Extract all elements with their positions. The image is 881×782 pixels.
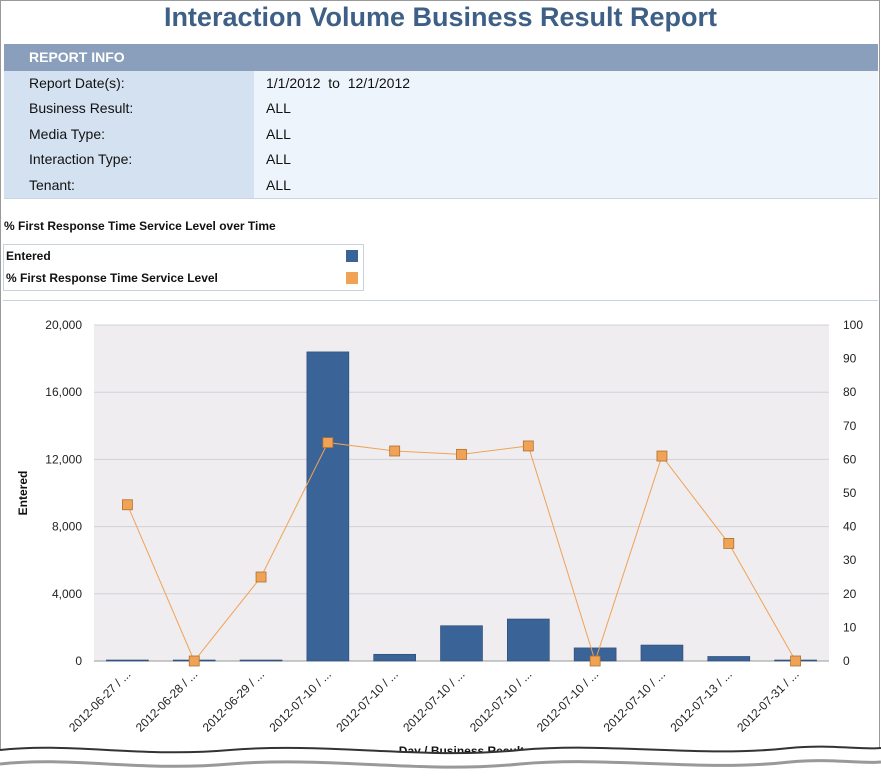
point-service-level (522, 440, 534, 452)
legend-item-entered: Entered (4, 245, 363, 267)
y-right-tick-label: 10 (843, 620, 857, 634)
x-tick-label: 2012-07-10 / ... (534, 667, 601, 734)
bar-entered (707, 656, 751, 662)
report-info-panel: REPORT INFO Report Date(s): 1/1/2012 to … (4, 44, 878, 199)
bar-entered (640, 644, 684, 662)
y-right-tick-label: 90 (843, 352, 857, 366)
info-row-media-type: Media Type: ALL (4, 121, 878, 148)
y-right-tick-label: 60 (843, 452, 857, 466)
x-tick-label: 2012-07-10 / ... (400, 667, 467, 734)
combo-chart: 0 4,000 8,000 12,000 16,000 20,000 0 10 20 30 40 50… (16, 318, 863, 758)
plot-area (94, 325, 829, 661)
y-right-tick-label: 70 (843, 419, 857, 433)
x-tick-label: 2012-06-27 / ... (66, 667, 133, 734)
bar-entered (373, 653, 416, 662)
info-label: Business Result: (4, 96, 254, 122)
x-tick-label: 2012-07-10 / ... (267, 667, 334, 734)
bar-entered (106, 659, 149, 662)
y-right-tick-label: 0 (843, 654, 850, 668)
report-title: Interaction Volume Business Result Repor… (163, 2, 718, 32)
x-tick-label: 2012-07-10 / ... (333, 667, 400, 734)
y-tick-label: 0 (75, 654, 82, 668)
y-tick-label: 4,000 (52, 587, 82, 601)
info-value: ALL (254, 147, 878, 173)
y-tick-label: 20,000 (45, 318, 82, 332)
y-right-tick-label: 40 (843, 520, 857, 534)
info-label: Interaction Type: (4, 147, 254, 173)
info-divider (4, 197, 878, 199)
legend-swatch-entered (346, 250, 358, 262)
x-tick-label: 2012-07-31 / ... (734, 667, 801, 734)
point-service-level (656, 450, 668, 462)
info-value: ALL (254, 96, 878, 122)
point-service-level (389, 445, 401, 457)
y-axis-title: Entered (16, 471, 30, 516)
info-value: 1/1/2012 to 12/1/2012 (254, 71, 878, 97)
legend-label: % First Response Time Service Level (6, 271, 218, 285)
chart-title: % First Response Time Service Level over… (4, 219, 276, 233)
chart-legend: Entered % First Response Time Service Le… (3, 244, 364, 291)
bar-entered (239, 659, 283, 662)
point-service-level (456, 448, 467, 460)
point-service-level (255, 571, 267, 583)
legend-item-service-level: % First Response Time Service Level (4, 267, 363, 289)
info-label: Media Type: (4, 121, 254, 148)
y-right-tick-label: 80 (843, 385, 857, 399)
x-tick-label: 2012-07-10 / ... (467, 667, 534, 734)
info-label: Report Date(s): (4, 71, 254, 97)
info-row-tenant: Tenant: ALL (4, 172, 878, 198)
info-value: ALL (254, 172, 878, 198)
bar-entered (507, 618, 550, 662)
bar-entered (440, 625, 483, 662)
torn-edge (0, 745, 881, 782)
y-right-tick-label: 100 (843, 318, 863, 332)
point-service-level (122, 499, 133, 511)
point-service-level (723, 537, 735, 549)
info-row-business-result: Business Result: ALL (4, 96, 878, 122)
y-tick-label: 12,000 (45, 452, 82, 466)
y-right-tick-label: 30 (843, 553, 857, 567)
info-value: ALL (254, 121, 878, 148)
point-service-level (790, 655, 801, 667)
bar-entered (306, 351, 350, 662)
info-row-interaction-type: Interaction Type: ALL (4, 147, 878, 173)
y-tick-label: 8,000 (52, 520, 82, 534)
y-right-tick-label: 20 (843, 587, 857, 601)
info-row-report-dates: Report Date(s): 1/1/2012 to 12/1/2012 (4, 71, 878, 97)
x-tick-label: 2012-06-29 / ... (200, 667, 267, 734)
point-service-level (322, 437, 334, 449)
legend-swatch-service-level (346, 272, 358, 284)
y-tick-label: 16,000 (45, 385, 82, 399)
legend-label: Entered (6, 249, 51, 263)
x-tick-label: 2012-07-10 / ... (601, 667, 668, 734)
x-tick-label: 2012-07-13 / ... (667, 667, 734, 734)
report-info-header: REPORT INFO (4, 44, 878, 71)
chart-container: 0 4,000 8,000 12,000 16,000 20,000 0 10 20 30 40 50… (3, 300, 878, 761)
point-service-level (188, 655, 200, 667)
x-tick-label: 2012-06-28 / ... (133, 667, 200, 734)
info-label: Tenant: (4, 172, 254, 198)
point-service-level (589, 655, 601, 667)
y-right-tick-label: 50 (843, 486, 857, 500)
